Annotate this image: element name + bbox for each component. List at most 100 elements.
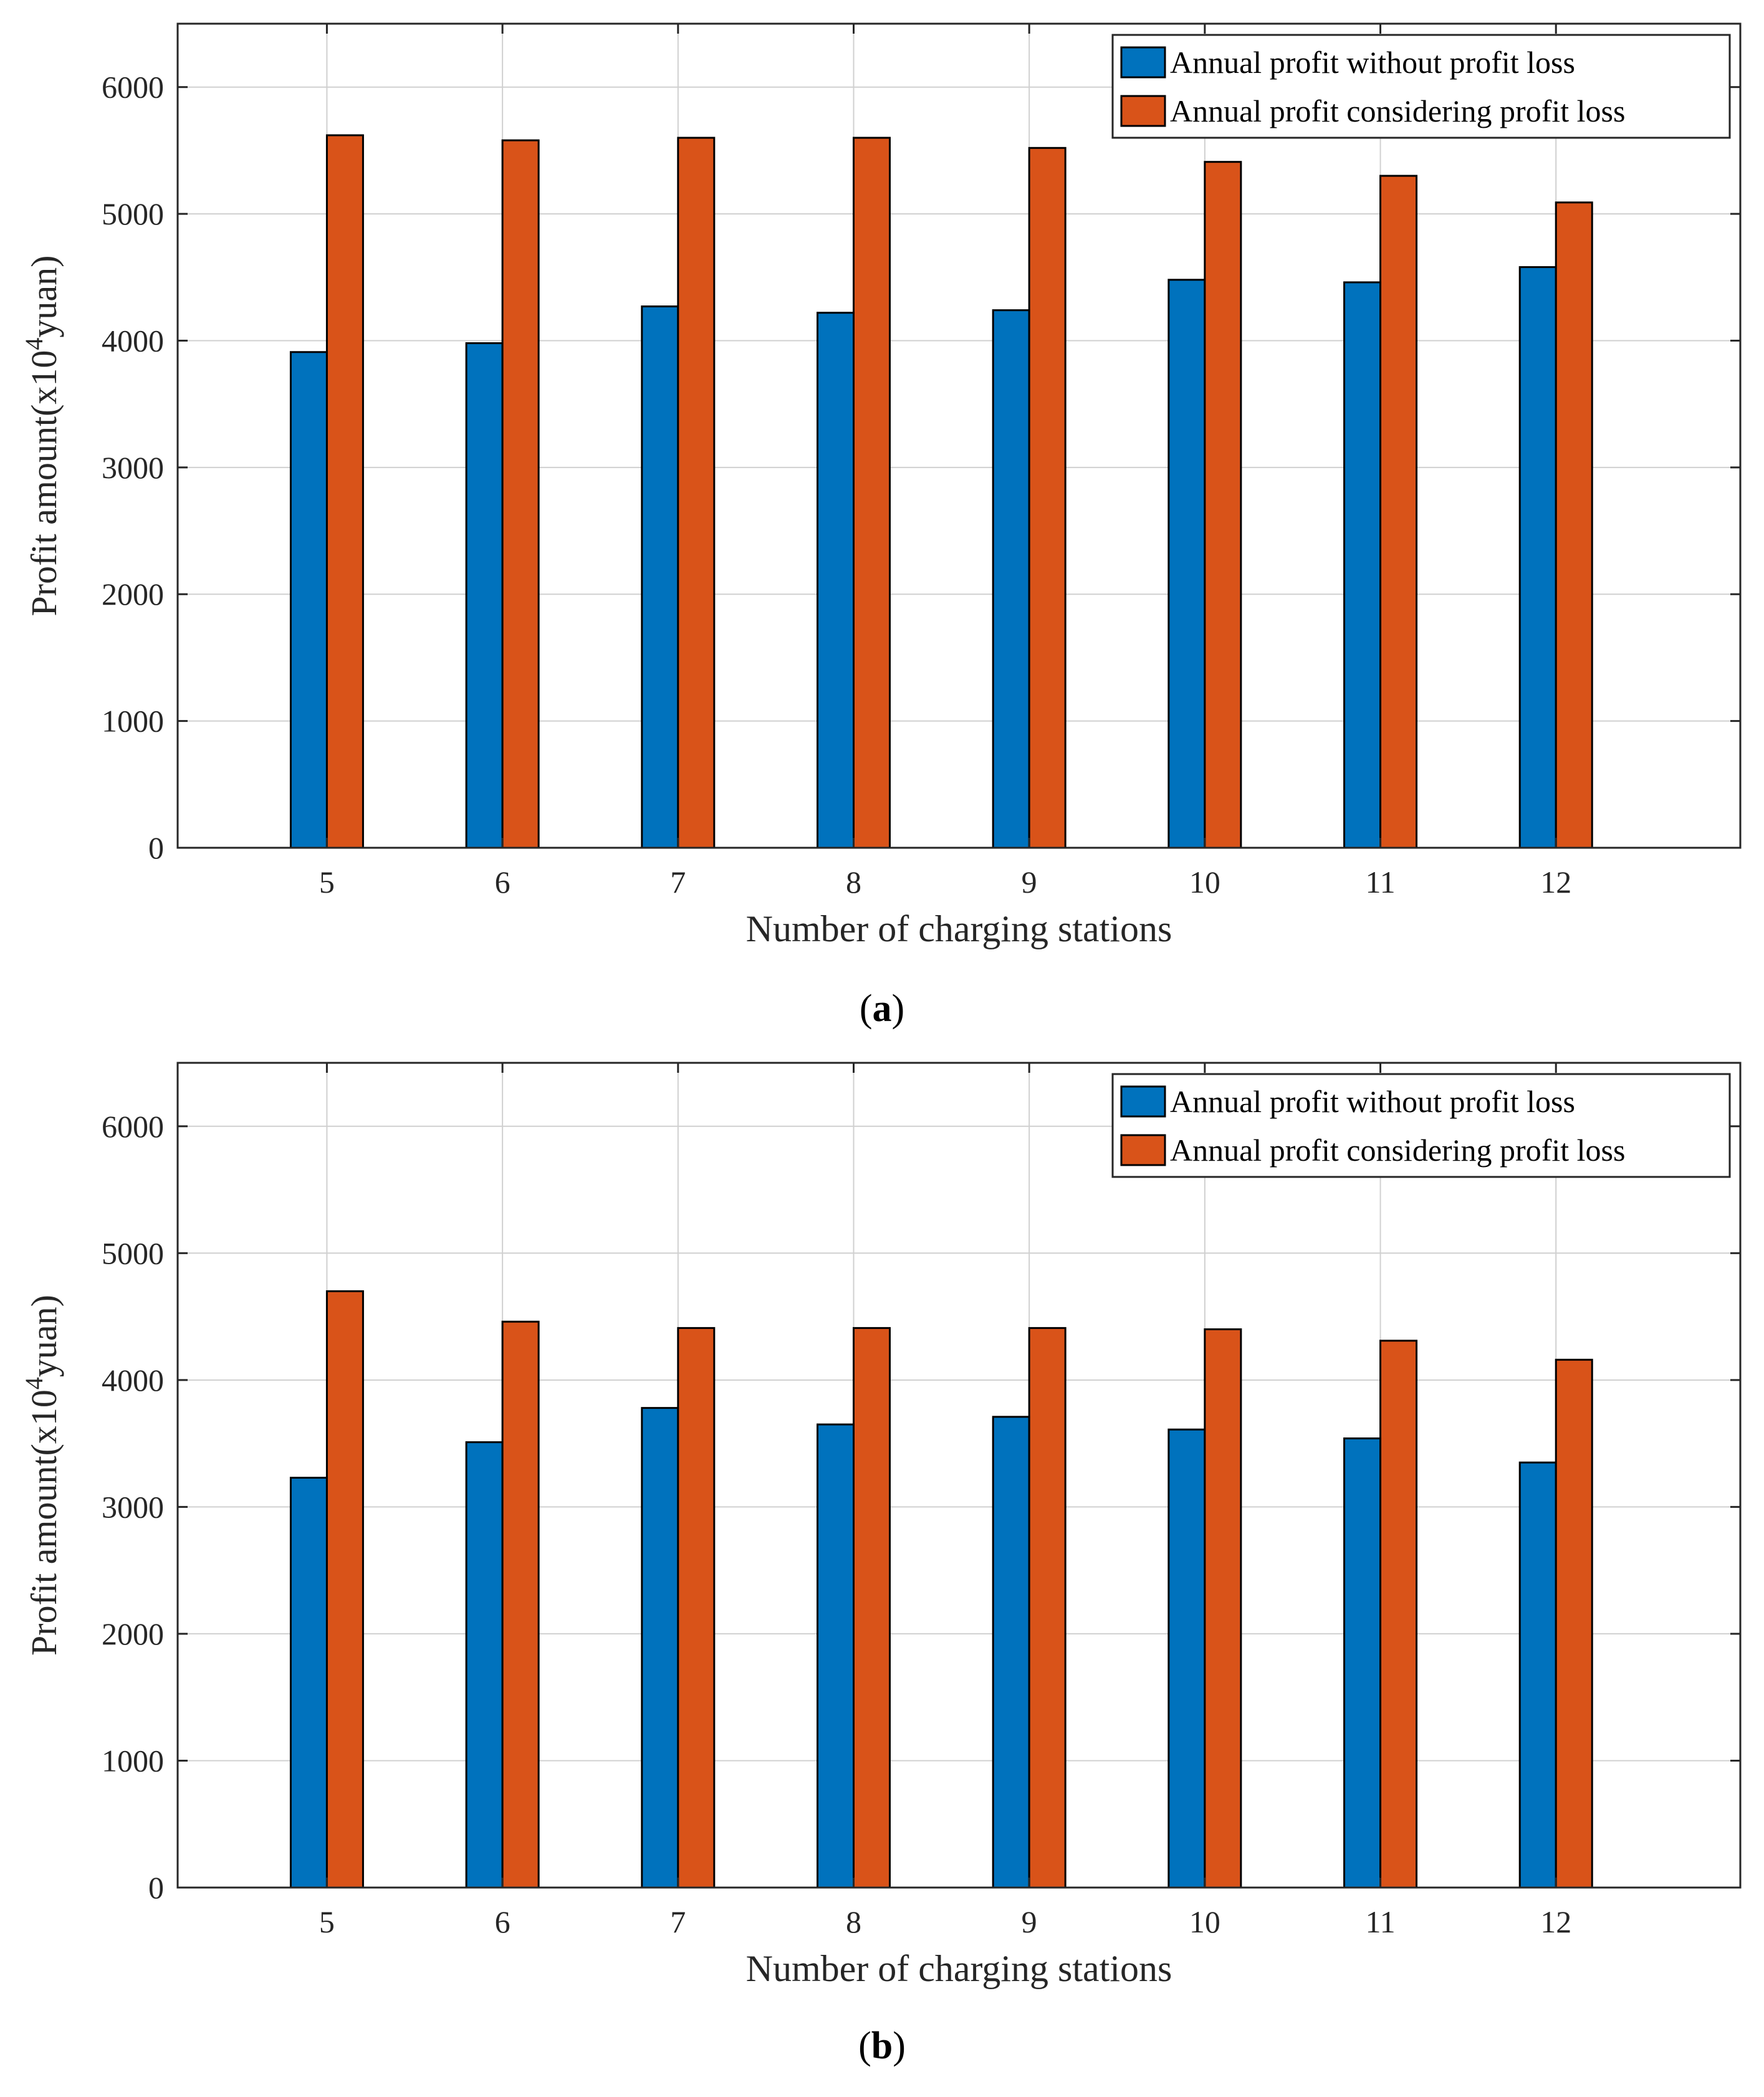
bar-series2-10 — [1204, 161, 1242, 849]
x-tick-label: 5 — [319, 1904, 335, 1939]
y-tick-label: 2000 — [102, 577, 164, 612]
bar-series2-8 — [852, 1327, 891, 1889]
y-tick-label: 1000 — [102, 704, 164, 739]
x-axis-label: Number of charging stations — [746, 1948, 1172, 1989]
x-tick-label: 8 — [846, 1904, 861, 1939]
bar-series2-5 — [325, 1290, 364, 1889]
bar-series1-9 — [992, 309, 1030, 849]
panel-label-letter: a — [873, 987, 892, 1030]
y-axis-label-superscript: 4 — [20, 1377, 48, 1389]
chart-panel-b: 0 1000 2000 3000 4000 5000 6000 5 6 7 8 9 10 11 12 Numb… — [20, 1062, 1742, 2067]
y-axis-label-suffix: yuan) — [24, 256, 64, 338]
bar-series2-12 — [1555, 1358, 1593, 1889]
bar-series2-7 — [677, 137, 716, 849]
x-tick-label: 12 — [1540, 1904, 1571, 1939]
x-tick-label: 10 — [1189, 1904, 1220, 1939]
bar-series2-8 — [852, 137, 891, 849]
y-tick-label: 2000 — [102, 1616, 164, 1651]
legend-swatch-1 — [1120, 46, 1166, 79]
x-tick-label: 9 — [1022, 865, 1037, 900]
bar-series1-6 — [465, 342, 504, 849]
y-tick-label: 5000 — [102, 1236, 164, 1270]
y-axis: 0 1000 2000 3000 4000 5000 6000 — [102, 70, 1740, 865]
y-axis-label-prefix: Profit amount(x10 — [24, 1389, 64, 1656]
bar-series1-7 — [641, 1407, 679, 1889]
legend: Annual profit without profit loss Annual … — [1111, 34, 1731, 139]
y-tick-label: 4000 — [102, 323, 164, 358]
x-tick-label: 5 — [319, 865, 335, 900]
legend-box — [1111, 1073, 1731, 1178]
y-tick-label: 0 — [148, 830, 164, 865]
y-tick-label: 3000 — [102, 450, 164, 485]
bar-series1-9 — [992, 1416, 1030, 1889]
panel-label-close: ) — [892, 987, 905, 1030]
bar-series1-11 — [1343, 281, 1382, 849]
panel-label-open: ( — [858, 2025, 871, 2067]
legend-label-2: Annual profit considering profit loss — [1170, 1133, 1625, 1168]
x-tick-label: 10 — [1189, 865, 1220, 900]
x-axis: 5 6 7 8 9 10 11 12 — [319, 1063, 1571, 1939]
x-tick-label: 8 — [846, 865, 861, 900]
bar-series2-9 — [1028, 146, 1067, 849]
y-axis-label-superscript: 4 — [20, 338, 48, 350]
legend-swatch-2 — [1120, 95, 1166, 127]
panel-label: (a) — [860, 987, 904, 1030]
panel-label-open: ( — [860, 987, 873, 1030]
bar-series1-12 — [1518, 266, 1557, 849]
x-tick-label: 7 — [670, 1904, 686, 1939]
axes-box — [176, 22, 1742, 849]
legend-box — [1111, 34, 1731, 139]
bar-series2-9 — [1028, 1327, 1067, 1889]
bar-series2-11 — [1379, 1340, 1418, 1889]
x-tick-label: 11 — [1365, 865, 1395, 900]
panel-label: (b) — [858, 2025, 906, 2067]
legend-swatch-2 — [1120, 1134, 1166, 1166]
y-tick-label: 3000 — [102, 1489, 164, 1524]
y-axis-label: Profit amount(x104yuan) — [20, 256, 64, 617]
x-tick-label: 6 — [495, 865, 511, 900]
y-axis: 0 1000 2000 3000 4000 5000 6000 — [102, 1109, 1740, 1905]
bar-series1-7 — [641, 305, 679, 849]
bar-series1-10 — [1167, 1428, 1206, 1889]
y-axis-label: Profit amount(x104yuan) — [20, 1295, 64, 1656]
bar-series2-11 — [1379, 175, 1418, 849]
y-tick-label: 5000 — [102, 196, 164, 231]
y-tick-label: 6000 — [102, 70, 164, 105]
bar-series2-12 — [1555, 201, 1593, 849]
legend-label-2: Annual profit considering profit loss — [1170, 94, 1625, 128]
y-tick-label: 1000 — [102, 1743, 164, 1778]
y-tick-label: 0 — [148, 1870, 164, 1905]
plot-area — [178, 1063, 1740, 1888]
bar-series2-10 — [1204, 1328, 1242, 1889]
panel-label-letter: b — [871, 2025, 893, 2067]
y-tick-label: 4000 — [102, 1363, 164, 1398]
x-axis: 5 6 7 8 9 10 11 12 — [319, 24, 1571, 900]
bar-series1-11 — [1343, 1437, 1382, 1889]
bar-series2-7 — [677, 1327, 716, 1889]
panel-label-close: ) — [893, 2025, 906, 2067]
x-tick-label: 11 — [1365, 1904, 1395, 1939]
x-axis-label: Number of charging stations — [746, 908, 1172, 949]
bar-series1-10 — [1167, 279, 1206, 849]
x-tick-label: 12 — [1540, 865, 1571, 900]
x-tick-label: 7 — [670, 865, 686, 900]
y-axis-label-suffix: yuan) — [24, 1295, 64, 1377]
x-tick-label: 6 — [495, 1904, 511, 1939]
bars — [289, 1290, 1593, 1889]
legend-label-1: Annual profit without profit loss — [1170, 1084, 1575, 1119]
bar-series1-8 — [816, 312, 855, 849]
bar-series2-6 — [501, 1320, 540, 1889]
legend-swatch-1 — [1120, 1085, 1166, 1118]
bar-series2-6 — [501, 139, 540, 849]
legend-label-1: Annual profit without profit loss — [1170, 45, 1575, 80]
plot-area — [178, 24, 1740, 848]
x-tick-label: 9 — [1022, 1904, 1037, 1939]
y-axis-label-prefix: Profit amount(x10 — [24, 350, 64, 617]
bar-series1-12 — [1518, 1461, 1557, 1889]
chart-panel-a: 0 1000 2000 3000 4000 5000 6000 5 6 7 8 9 10 11 12 Numb… — [20, 22, 1742, 1030]
bar-series2-5 — [325, 134, 364, 849]
bar-series1-5 — [289, 1477, 328, 1889]
bar-series1-6 — [465, 1441, 504, 1889]
axes-box — [176, 1062, 1742, 1889]
